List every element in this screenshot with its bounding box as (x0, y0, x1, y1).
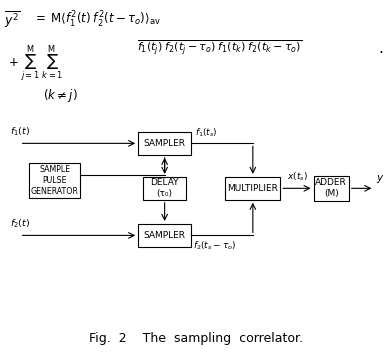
Text: $\overline{f_1(t_j)\;f_2(t_j-\tau_o)\;f_1(t_k)\;f_2(t_k-\tau_o)}$: $\overline{f_1(t_j)\;f_2(t_j-\tau_o)\;f_… (137, 39, 303, 58)
Text: ADDER
(M): ADDER (M) (316, 178, 347, 198)
Text: $= \; \mathrm{M} \langle f_1^2(t)\; f_2^2(t - \tau_o) \rangle_{\mathrm{av}}$: $= \; \mathrm{M} \langle f_1^2(t)\; f_2^… (33, 10, 161, 30)
Text: DELAY
(τ₀): DELAY (τ₀) (151, 178, 179, 198)
Bar (138, 224, 191, 247)
Text: $f_1(t_s)$: $f_1(t_s)$ (195, 127, 218, 139)
Bar (314, 176, 349, 201)
Text: SAMPLER: SAMPLER (143, 139, 186, 148)
Bar (138, 132, 191, 155)
Text: $f_1(t)$: $f_1(t)$ (10, 125, 30, 138)
Text: $f_2(t_s-\tau_o)$: $f_2(t_s-\tau_o)$ (193, 240, 236, 252)
Text: SAMPLER: SAMPLER (143, 231, 186, 240)
Text: Fig.  2    The  sampling  correlator.: Fig. 2 The sampling correlator. (89, 332, 303, 345)
Text: $(k\neq j)$: $(k\neq j)$ (43, 87, 78, 104)
Bar (29, 163, 80, 198)
Text: $+\;\sum_{j=1}^{\mathrm{M}}\;\sum_{k=1}^{\mathrm{M}}$: $+\;\sum_{j=1}^{\mathrm{M}}\;\sum_{k=1}^… (8, 44, 63, 84)
Text: $f_2(t)$: $f_2(t)$ (10, 217, 30, 230)
Text: $y$: $y$ (376, 173, 384, 185)
Text: SAMPLE
PULSE
GENERATOR: SAMPLE PULSE GENERATOR (31, 165, 79, 196)
Bar (225, 177, 280, 200)
Text: $\overline{y^{2}}$: $\overline{y^{2}}$ (4, 9, 20, 29)
Bar (143, 177, 186, 200)
Text: $x(t_s)$: $x(t_s)$ (287, 171, 307, 183)
Text: MULTIPLIER: MULTIPLIER (227, 184, 278, 193)
Text: .: . (378, 41, 383, 56)
